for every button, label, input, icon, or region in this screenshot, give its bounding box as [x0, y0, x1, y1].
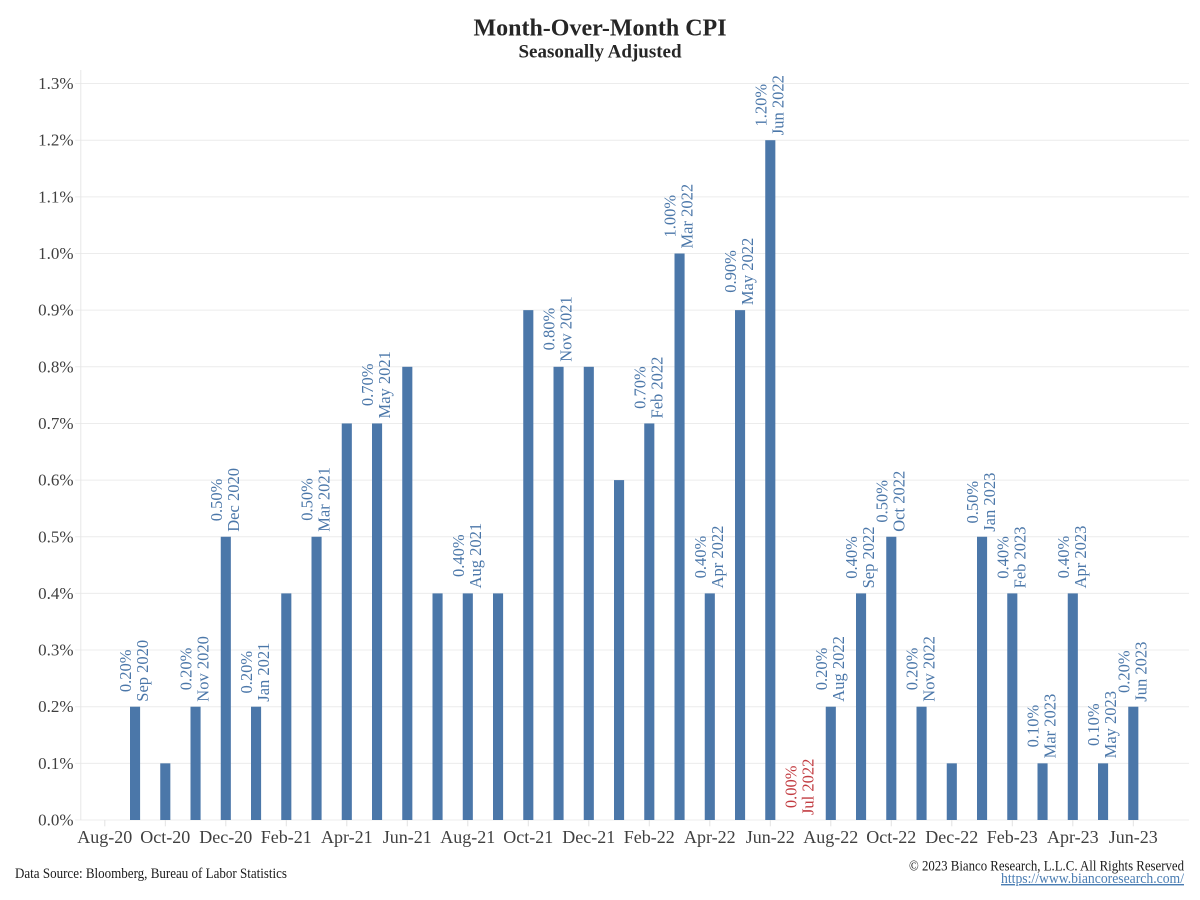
svg-text:0.20%: 0.20% — [1114, 650, 1133, 693]
svg-text:Oct-22: Oct-22 — [866, 827, 916, 847]
svg-text:Jun-21: Jun-21 — [383, 827, 432, 847]
svg-text:0.9%: 0.9% — [38, 301, 73, 320]
svg-text:Jun 2023: Jun 2023 — [1131, 642, 1150, 702]
svg-text:Aug-22: Aug-22 — [803, 827, 858, 847]
svg-text:Oct 2022: Oct 2022 — [889, 471, 908, 532]
svg-text:1.1%: 1.1% — [38, 187, 73, 206]
svg-text:Aug 2022: Aug 2022 — [829, 636, 848, 702]
svg-text:Jun 2022: Jun 2022 — [768, 75, 787, 135]
svg-text:Dec-20: Dec-20 — [199, 827, 252, 847]
svg-text:Apr-23: Apr-23 — [1047, 827, 1099, 847]
svg-text:0.2%: 0.2% — [38, 697, 73, 716]
svg-text:Apr-21: Apr-21 — [321, 827, 373, 847]
svg-text:Jun-22: Jun-22 — [746, 827, 795, 847]
svg-text:Feb-23: Feb-23 — [987, 827, 1038, 847]
svg-text:Oct-21: Oct-21 — [503, 827, 553, 847]
svg-text:Dec 2020: Dec 2020 — [224, 468, 243, 532]
svg-text:0.40%: 0.40% — [1054, 535, 1073, 578]
svg-text:0.20%: 0.20% — [177, 647, 196, 690]
svg-text:Dec-22: Dec-22 — [925, 827, 978, 847]
svg-text:Feb 2022: Feb 2022 — [647, 357, 666, 419]
svg-text:0.20%: 0.20% — [812, 647, 831, 690]
svg-text:© 2023 Bianco Research, L.L.C.: © 2023 Bianco Research, L.L.C. All Right… — [909, 859, 1185, 875]
svg-text:0.10%: 0.10% — [1084, 703, 1103, 746]
svg-text:Jun-23: Jun-23 — [1109, 827, 1158, 847]
svg-text:Sep 2022: Sep 2022 — [859, 527, 878, 589]
svg-text:Apr 2023: Apr 2023 — [1071, 526, 1090, 589]
svg-text:0.40%: 0.40% — [691, 535, 710, 578]
svg-text:0.70%: 0.70% — [358, 363, 377, 406]
svg-text:0.0%: 0.0% — [38, 811, 73, 830]
svg-text:0.6%: 0.6% — [38, 471, 73, 490]
svg-text:0.1%: 0.1% — [38, 754, 73, 773]
svg-text:1.20%: 1.20% — [751, 84, 770, 127]
svg-text:May 2022: May 2022 — [738, 238, 757, 305]
svg-text:Feb-22: Feb-22 — [624, 827, 675, 847]
svg-text:Sep 2020: Sep 2020 — [133, 640, 152, 702]
svg-text:1.0%: 1.0% — [38, 244, 73, 263]
svg-text:Jan 2023: Jan 2023 — [980, 473, 999, 532]
svg-text:0.20%: 0.20% — [903, 647, 922, 690]
svg-text:0.8%: 0.8% — [38, 357, 73, 376]
svg-text:Apr 2022: Apr 2022 — [708, 526, 727, 589]
svg-text:0.00%: 0.00% — [782, 765, 801, 808]
svg-text:Mar 2021: Mar 2021 — [315, 467, 334, 532]
svg-text:Jan 2021: Jan 2021 — [254, 643, 273, 702]
svg-text:0.40%: 0.40% — [449, 534, 468, 577]
svg-text:Aug-21: Aug-21 — [440, 827, 495, 847]
svg-text:Mar 2022: Mar 2022 — [678, 184, 697, 249]
svg-text:Feb-21: Feb-21 — [261, 827, 312, 847]
svg-text:Apr-22: Apr-22 — [684, 827, 736, 847]
svg-text:Nov 2022: Nov 2022 — [920, 636, 939, 702]
svg-text:May 2023: May 2023 — [1101, 691, 1120, 758]
svg-text:0.20%: 0.20% — [116, 649, 135, 692]
svg-text:0.90%: 0.90% — [721, 250, 740, 293]
svg-text:https://www.biancoresearch.com: https://www.biancoresearch.com/ — [1001, 871, 1184, 887]
svg-text:Month-Over-Month CPI: Month-Over-Month CPI — [473, 16, 726, 42]
svg-text:Data Source: Bloomberg, Bureau: Data Source: Bloomberg, Bureau of Labor … — [15, 866, 287, 882]
svg-text:Nov 2021: Nov 2021 — [557, 296, 576, 362]
svg-text:Seasonally Adjusted: Seasonally Adjusted — [518, 42, 682, 63]
svg-text:0.20%: 0.20% — [237, 651, 256, 694]
svg-text:0.4%: 0.4% — [38, 584, 73, 603]
svg-text:1.2%: 1.2% — [38, 131, 73, 150]
svg-text:Aug-20: Aug-20 — [77, 827, 132, 847]
svg-text:0.50%: 0.50% — [207, 478, 226, 521]
svg-text:0.50%: 0.50% — [872, 480, 891, 523]
svg-text:0.3%: 0.3% — [38, 641, 73, 660]
svg-text:0.50%: 0.50% — [298, 478, 317, 521]
svg-text:0.5%: 0.5% — [38, 527, 73, 546]
svg-text:0.80%: 0.80% — [540, 307, 559, 350]
svg-text:Feb 2023: Feb 2023 — [1010, 527, 1029, 589]
svg-text:May 2021: May 2021 — [375, 351, 394, 418]
svg-text:0.7%: 0.7% — [38, 414, 73, 433]
svg-text:1.00%: 1.00% — [661, 195, 680, 238]
svg-text:1.3%: 1.3% — [38, 74, 73, 93]
svg-text:Aug 2021: Aug 2021 — [466, 523, 485, 589]
svg-text:Jul 2022: Jul 2022 — [799, 759, 818, 815]
svg-text:Oct-20: Oct-20 — [140, 827, 190, 847]
svg-text:Mar 2023: Mar 2023 — [1041, 694, 1060, 759]
svg-text:0.10%: 0.10% — [1024, 704, 1043, 747]
svg-text:Dec-21: Dec-21 — [562, 827, 615, 847]
svg-text:Nov 2020: Nov 2020 — [194, 636, 213, 702]
svg-text:0.70%: 0.70% — [630, 366, 649, 409]
svg-text:0.40%: 0.40% — [842, 536, 861, 579]
svg-text:0.40%: 0.40% — [993, 536, 1012, 579]
svg-text:0.50%: 0.50% — [963, 481, 982, 524]
